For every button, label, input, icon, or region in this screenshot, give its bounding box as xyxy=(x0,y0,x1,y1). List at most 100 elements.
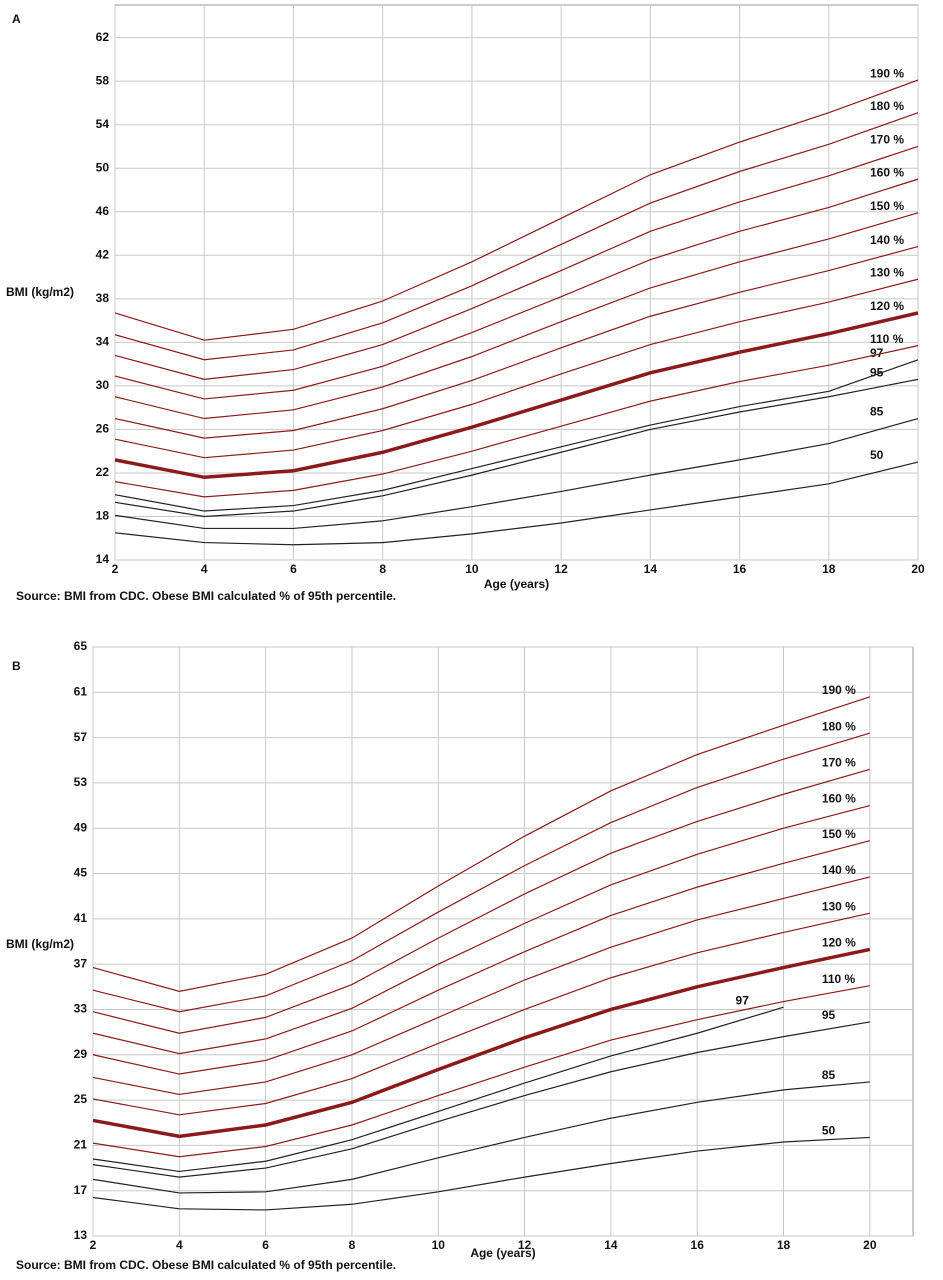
series-line xyxy=(114,178,919,400)
series-label: 140 % xyxy=(870,233,904,247)
x-tick-label: 2 xyxy=(90,1238,97,1252)
series-line xyxy=(114,246,919,439)
series-line xyxy=(92,804,870,1055)
x-tick-label: 20 xyxy=(863,1238,877,1252)
series-label: 110 % xyxy=(870,332,904,346)
series-line xyxy=(92,876,870,1096)
series-label: 150 % xyxy=(822,827,856,841)
x-tick-label: 8 xyxy=(379,562,386,576)
series-line xyxy=(114,278,919,459)
y-tick-label: 46 xyxy=(96,204,110,218)
y-tick-label: 49 xyxy=(74,820,88,834)
series-line xyxy=(92,1136,870,1211)
y-tick-label: 62 xyxy=(96,30,110,44)
y-tick-label: 50 xyxy=(96,160,110,174)
y-tick-label: 13 xyxy=(74,1228,88,1242)
x-tick-label: 14 xyxy=(644,562,658,576)
x-tick-label: 10 xyxy=(465,562,479,576)
series-label: 97 xyxy=(870,346,884,360)
y-tick-label: 65 xyxy=(74,639,88,653)
series-label: 110 % xyxy=(822,972,856,986)
y-tick-label: 26 xyxy=(96,422,110,436)
series-label: 120 % xyxy=(870,299,904,313)
x-tick-label: 14 xyxy=(604,1238,618,1252)
series-line xyxy=(92,1006,784,1173)
y-tick-label: 57 xyxy=(74,730,88,744)
series-label: 170 % xyxy=(870,133,904,147)
series-line xyxy=(114,461,919,546)
y-tick-label: 42 xyxy=(96,247,110,261)
y-axis-label: BMI (kg/m2) xyxy=(6,937,74,951)
y-tick-label: 45 xyxy=(74,866,88,880)
source-note: Source: BMI from CDC. Obese BMI calculat… xyxy=(16,1258,396,1272)
y-tick-label: 61 xyxy=(74,684,88,698)
series-label: 160 % xyxy=(822,792,856,806)
series-label: 85 xyxy=(822,1068,836,1082)
series-label: 180 % xyxy=(870,99,904,113)
y-tick-label: 29 xyxy=(74,1047,88,1061)
series-label: 130 % xyxy=(870,265,904,279)
series-label: 160 % xyxy=(870,165,904,179)
y-tick-label: 14 xyxy=(96,552,110,566)
series-line xyxy=(114,378,919,518)
plot-area xyxy=(92,646,914,1237)
x-axis-label: Age (years) xyxy=(470,1246,535,1260)
x-tick-label: 6 xyxy=(290,562,297,576)
series-label: 50 xyxy=(822,1124,836,1138)
series-label: 150 % xyxy=(870,199,904,213)
series-line xyxy=(114,417,919,530)
y-tick-label: 41 xyxy=(74,911,88,925)
series-line xyxy=(92,696,871,992)
y-axis-label: BMI (kg/m2) xyxy=(6,285,74,299)
series-line xyxy=(92,768,871,1034)
x-tick-label: 16 xyxy=(733,562,747,576)
series-label: 140 % xyxy=(822,863,856,877)
y-tick-label: 58 xyxy=(96,73,110,87)
y-tick-label: 37 xyxy=(74,956,88,970)
series-line xyxy=(92,985,870,1158)
series-label: 85 xyxy=(870,405,884,419)
series-line xyxy=(114,212,919,420)
series-label: 170 % xyxy=(822,756,856,770)
y-tick-label: 18 xyxy=(96,509,110,523)
series-line xyxy=(114,345,919,498)
y-tick-label: 22 xyxy=(96,465,110,479)
x-tick-label: 20 xyxy=(911,562,925,576)
series-line xyxy=(92,1081,870,1194)
series-line xyxy=(114,79,919,341)
series-label: 130 % xyxy=(822,899,856,913)
series-label: 95 xyxy=(822,1008,836,1022)
x-tick-label: 16 xyxy=(691,1238,705,1252)
series-label: 97 xyxy=(736,993,750,1007)
panel-label: B xyxy=(12,659,21,673)
series-line xyxy=(92,912,870,1116)
source-note: Source: BMI from CDC. Obese BMI calculat… xyxy=(16,589,396,603)
series-label: 190 % xyxy=(870,66,904,80)
x-tick-label: 10 xyxy=(432,1238,446,1252)
series-label: 190 % xyxy=(822,683,856,697)
series-label: 120 % xyxy=(822,936,856,950)
x-tick-label: 2 xyxy=(112,562,119,576)
y-tick-label: 34 xyxy=(96,335,110,349)
x-axis-label: Age (years) xyxy=(484,577,549,591)
y-tick-label: 21 xyxy=(74,1138,88,1152)
y-tick-label: 38 xyxy=(96,291,110,305)
plot-area xyxy=(114,4,919,561)
x-tick-label: 8 xyxy=(349,1238,356,1252)
x-tick-label: 18 xyxy=(822,562,836,576)
series-line xyxy=(114,359,919,512)
series-label: 180 % xyxy=(822,719,856,733)
y-tick-label: 33 xyxy=(74,1002,88,1016)
y-tick-label: 25 xyxy=(74,1092,88,1106)
y-tick-label: 30 xyxy=(96,378,110,392)
series-line xyxy=(92,840,870,1075)
series-line xyxy=(114,145,919,380)
x-tick-label: 4 xyxy=(201,562,208,576)
series-line xyxy=(92,1021,870,1178)
x-tick-label: 12 xyxy=(518,1238,532,1252)
panel-label: A xyxy=(12,12,21,26)
y-tick-label: 54 xyxy=(96,117,110,131)
y-tick-label: 53 xyxy=(74,775,88,789)
series-line xyxy=(114,311,919,480)
